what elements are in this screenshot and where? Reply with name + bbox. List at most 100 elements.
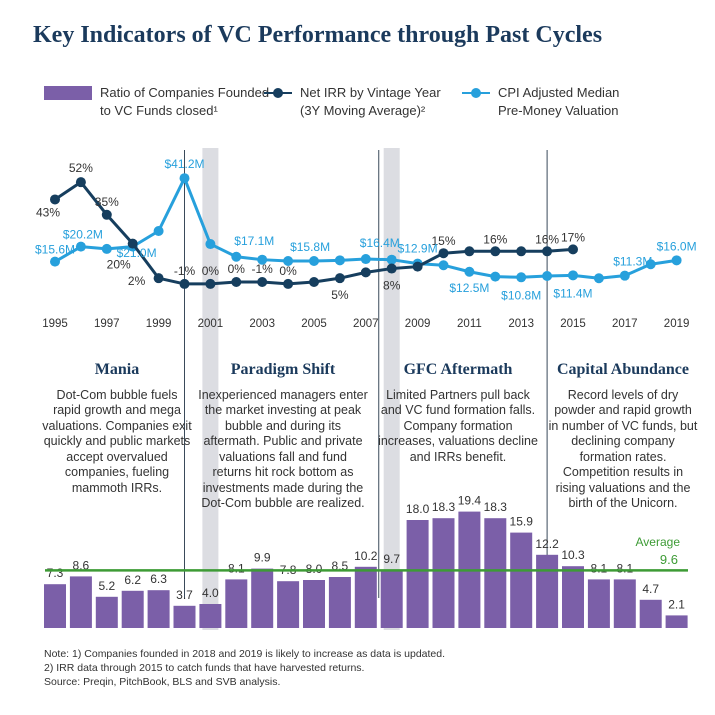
bar-label-2009: 18.0 <box>406 502 430 516</box>
irr-label-2003: -1% <box>252 262 274 276</box>
bar-label-2010: 18.3 <box>432 500 456 514</box>
valuation-label-2004: $15.8M <box>290 240 330 254</box>
legend-valuation-swatch <box>462 86 490 100</box>
average-label: Average <box>636 535 681 549</box>
bar-label-2014: 12.2 <box>535 537 559 551</box>
x-tick-2001: 2001 <box>198 318 224 330</box>
x-tick-2017: 2017 <box>612 318 638 330</box>
legend-item-valuation: CPI Adjusted Median Pre-Money Valuation <box>462 84 619 120</box>
x-tick-2019: 2019 <box>664 318 690 330</box>
era-text-mania: Dot-Com bubble fuels rapid growth and me… <box>42 387 192 495</box>
bar-label-2005: 8.0 <box>306 562 323 576</box>
irr-label-2006: 5% <box>331 288 349 302</box>
irr-label-2004: 0% <box>279 264 297 278</box>
bar-label-2015: 10.3 <box>561 548 585 562</box>
chart-title: Key Indicators of VC Performance through… <box>33 22 603 48</box>
bar-2009 <box>406 520 429 628</box>
era-title-mania: Mania <box>94 361 140 378</box>
bar-2012 <box>484 518 507 628</box>
bar-label-2008: 9.7 <box>383 552 400 566</box>
valuation-point-2006 <box>334 255 345 266</box>
irr-point-2014 <box>542 246 553 257</box>
valuation-point-2002 <box>231 251 242 262</box>
era-title-gfc-aftermath: GFC Aftermath <box>403 361 513 378</box>
valuation-point-2011 <box>464 266 475 277</box>
valuation-point-2008 <box>386 254 397 265</box>
era-text-paradigm-shift: Inexperienced managers enter the market … <box>198 387 368 511</box>
irr-label-2014: 16% <box>535 232 559 246</box>
x-tick-1995: 1995 <box>42 318 68 330</box>
bar-1997 <box>95 596 118 628</box>
x-tick-2015: 2015 <box>560 318 586 330</box>
irr-point-2013 <box>516 246 527 257</box>
footnote-2: 2) IRR data through 2015 to catch funds … <box>44 662 365 674</box>
x-tick-2003: 2003 <box>249 318 275 330</box>
bar-label-2012: 18.3 <box>484 500 508 514</box>
irr-label-1997: 35% <box>95 195 119 209</box>
bar-label-2003: 9.9 <box>254 551 271 565</box>
valuation-point-2019 <box>671 255 682 266</box>
era-text-gfc-aftermath: Limited Partners pull back and VC fund f… <box>378 387 538 464</box>
valuation-point-2014 <box>542 270 553 281</box>
x-tick-2007: 2007 <box>353 318 379 330</box>
bar-label-2002: 8.1 <box>228 561 245 575</box>
legend-label-valuation: CPI Adjusted Median Pre-Money Valuation <box>498 85 620 118</box>
bar-label-2016: 8.1 <box>591 561 608 575</box>
irr-label-1998: 20% <box>107 258 131 272</box>
bar-2014 <box>536 554 559 628</box>
irr-point-2002 <box>231 277 242 287</box>
bar-label-2019: 2.1 <box>668 597 685 611</box>
valuation-label-2007: $16.4M <box>360 236 400 250</box>
bar-2015 <box>562 566 584 628</box>
bar-2008 <box>380 569 403 628</box>
valuation-label-2002: $17.1M <box>234 234 274 248</box>
irr-point-2005 <box>309 277 319 287</box>
average-value: 9.6 <box>660 552 678 567</box>
era-title-paradigm-shift: Paradigm Shift <box>230 361 336 378</box>
footnotes: Note: 1) Companies founded in 2018 and 2… <box>44 647 445 689</box>
irr-point-2012 <box>490 246 501 257</box>
era-gfc-aftermath: GFC Aftermath Limited Partners pull back… <box>378 362 538 465</box>
valuation-point-2017 <box>619 270 630 281</box>
irr-point-2001 <box>205 278 216 289</box>
bar-1999 <box>147 590 170 628</box>
bar-label-1996: 8.6 <box>73 558 90 572</box>
bar-2013 <box>510 532 533 628</box>
valuation-label-2011: $12.5M <box>449 281 489 295</box>
era-paradigm-shift: Paradigm Shift Inexperienced managers en… <box>198 362 368 512</box>
valuation-point-2012 <box>490 271 501 282</box>
era-mania: Mania Dot-Com bubble fuels rapid growth … <box>42 362 192 496</box>
legend-bar-swatch <box>44 86 92 100</box>
valuation-label-2017: $11.3M <box>613 255 652 269</box>
x-tick-1999: 1999 <box>146 318 172 330</box>
legend-item-ratio: Ratio of Companies Founded to VC Funds c… <box>44 84 269 120</box>
valuation-point-2016 <box>593 273 604 284</box>
legend-irr-swatch <box>264 86 292 100</box>
bar-label-1995: 7.3 <box>47 566 64 580</box>
bar-label-2013: 15.9 <box>510 515 534 529</box>
bar-label-2007: 10.2 <box>354 549 378 563</box>
valuation-point-2015 <box>568 270 578 281</box>
bar-2019 <box>665 615 688 628</box>
bar-2006 <box>328 577 351 628</box>
irr-point-2004 <box>283 278 294 289</box>
bar-label-2017: 8.1 <box>616 561 633 575</box>
irr-label-2000: -1% <box>174 264 196 278</box>
bar-2016 <box>587 579 610 628</box>
valuation-label-1995: $15.6M <box>35 243 75 257</box>
irr-point-1999 <box>153 273 164 284</box>
valuation-label-1996: $20.2M <box>63 228 103 242</box>
bar-2018 <box>639 599 662 628</box>
bar-label-1998: 6.2 <box>124 573 141 587</box>
legend-label-ratio: Ratio of Companies Founded to VC Funds c… <box>100 85 270 118</box>
footnote-1: Note: 1) Companies founded in 2018 and 2… <box>44 648 446 660</box>
valuation-label-2000: $41.2M <box>164 157 204 171</box>
bar-label-2000: 3.7 <box>176 588 193 602</box>
bar-label-2018: 4.7 <box>642 582 659 596</box>
bar-2000 <box>173 605 196 628</box>
valuation-point-2018 <box>645 259 656 270</box>
valuation-point-1996 <box>75 241 86 252</box>
valuation-label-2019: $16.0M <box>657 239 697 253</box>
shaded-band-2001 <box>202 148 219 630</box>
